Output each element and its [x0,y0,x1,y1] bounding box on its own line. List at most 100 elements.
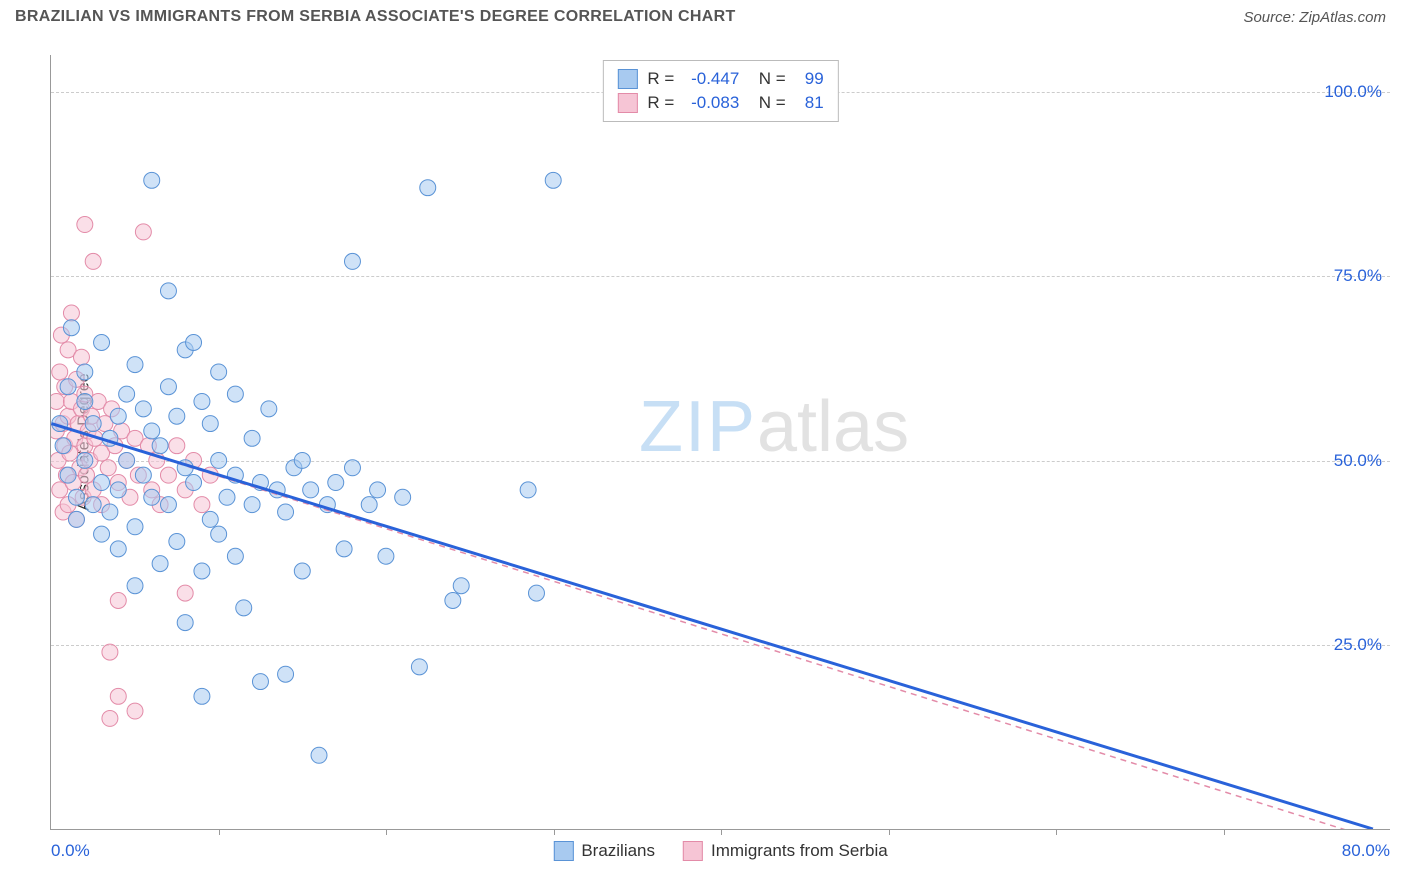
scatter-point [73,349,89,365]
scatter-point [328,475,344,491]
x-tick [386,829,387,835]
chart-plot-area: Associate's Degree ZIPatlas R = -0.447 N… [50,55,1390,830]
scatter-point [110,688,126,704]
scatter-point [77,393,93,409]
scatter-point [370,482,386,498]
scatter-point [194,393,210,409]
scatter-point [152,438,168,454]
scatter-point [236,600,252,616]
scatter-point [411,659,427,675]
legend-item-serbia: Immigrants from Serbia [683,841,888,861]
scatter-point [110,482,126,498]
scatter-point [77,364,93,380]
scatter-point [211,364,227,380]
scatter-point [127,578,143,594]
x-tick [219,829,220,835]
legend-bottom: Brazilians Immigrants from Serbia [553,841,887,861]
scatter-point [311,747,327,763]
x-tick [1224,829,1225,835]
scatter-point [52,364,68,380]
r-label: R = [647,69,674,89]
scatter-point [211,452,227,468]
scatter-point [127,519,143,535]
scatter-point [186,475,202,491]
scatter-point [100,460,116,476]
scatter-point [119,452,135,468]
scatter-point [169,438,185,454]
scatter-point [79,467,95,483]
legend-stats-row-2: R = -0.083 N = 81 [617,91,823,115]
scatter-point [194,563,210,579]
scatter-point [60,379,76,395]
scatter-point [177,585,193,601]
x-axis-max-label: 80.0% [1342,841,1390,861]
x-tick [554,829,555,835]
n-value-1: 99 [796,69,824,89]
scatter-point [227,548,243,564]
scatter-point [545,172,561,188]
scatter-point [378,548,394,564]
scatter-point [51,393,64,409]
scatter-point [202,416,218,432]
scatter-point [252,674,268,690]
scatter-point [127,357,143,373]
chart-header: BRAZILIAN VS IMMIGRANTS FROM SERBIA ASSO… [0,0,1406,34]
scatter-point [420,180,436,196]
scatter-point [261,401,277,417]
scatter-point [336,541,352,557]
scatter-point [102,504,118,520]
scatter-point [303,482,319,498]
scatter-point [294,563,310,579]
scatter-point [294,452,310,468]
scatter-point [55,438,71,454]
regression-line [51,424,1373,829]
scatter-point [160,467,176,483]
scatter-point [344,460,360,476]
scatter-point [445,592,461,608]
n-label: N = [749,93,785,113]
scatter-point [344,253,360,269]
scatter-point [60,467,76,483]
scatter-svg [51,55,1390,829]
scatter-point [453,578,469,594]
scatter-point [94,526,110,542]
scatter-point [152,556,168,572]
scatter-point [219,489,235,505]
x-axis-min-label: 0.0% [51,841,90,861]
scatter-point [135,401,151,417]
scatter-point [144,172,160,188]
scatter-point [278,504,294,520]
scatter-point [102,644,118,660]
scatter-point [119,386,135,402]
chart-source: Source: ZipAtlas.com [1243,9,1386,26]
scatter-point [194,497,210,513]
scatter-point [127,703,143,719]
scatter-point [68,489,84,505]
scatter-point [144,489,160,505]
r-label: R = [647,93,674,113]
scatter-point [520,482,536,498]
scatter-point [94,334,110,350]
scatter-point [244,430,260,446]
swatch-brazilians [553,841,573,861]
x-tick [889,829,890,835]
scatter-point [194,688,210,704]
scatter-point [85,416,101,432]
scatter-point [278,666,294,682]
r-value-2: -0.083 [684,93,739,113]
n-label: N = [749,69,785,89]
scatter-point [169,408,185,424]
scatter-point [144,423,160,439]
legend-stats-row-1: R = -0.447 N = 99 [617,67,823,91]
legend-stats: R = -0.447 N = 99 R = -0.083 N = 81 [602,60,838,122]
scatter-point [186,334,202,350]
scatter-point [68,511,84,527]
x-tick [1056,829,1057,835]
legend-label-brazilians: Brazilians [581,841,655,861]
n-value-2: 81 [796,93,824,113]
scatter-point [135,467,151,483]
scatter-point [160,283,176,299]
scatter-point [244,497,260,513]
scatter-point [63,320,79,336]
scatter-point [77,217,93,233]
